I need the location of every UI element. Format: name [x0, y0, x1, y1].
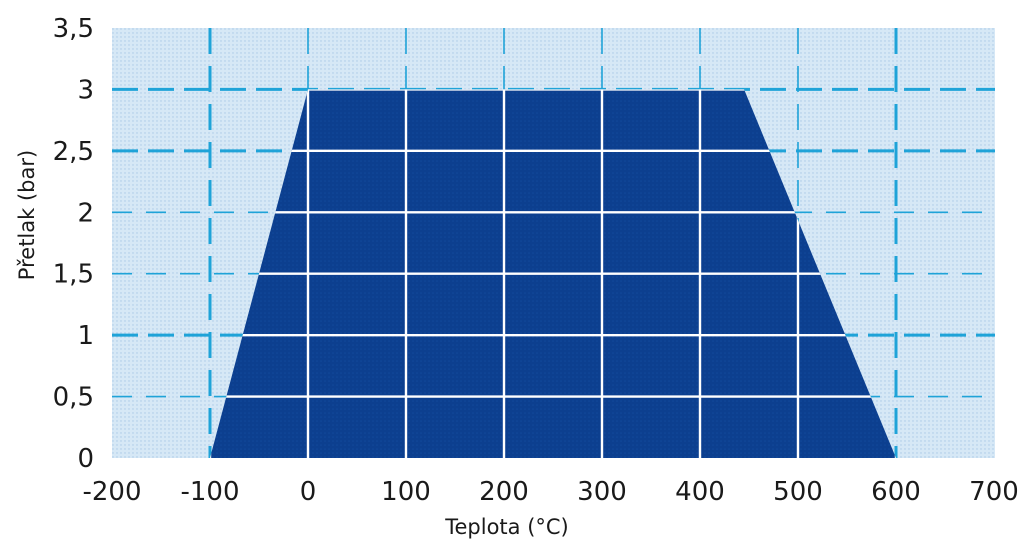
- x-tick-label: 400: [675, 477, 725, 507]
- y-tick-label: 1: [77, 321, 94, 351]
- y-tick-label: 2: [77, 198, 94, 228]
- y-tick-label: 2,5: [53, 137, 94, 167]
- x-tick-label: -200: [82, 477, 141, 507]
- y-tick-label: 0: [77, 444, 94, 474]
- y-tick-label: 0,5: [53, 383, 94, 413]
- x-tick-label: 600: [871, 477, 921, 507]
- x-tick-label: 0: [300, 477, 317, 507]
- x-axis-ticks: -200 -100 0 100 200 300 400 500 600 700: [82, 477, 1018, 507]
- x-tick-label: 700: [969, 477, 1019, 507]
- y-tick-label: 1,5: [53, 260, 94, 290]
- x-tick-label: 100: [381, 477, 431, 507]
- y-axis-ticks: 0 0,5 1 1,5 2 2,5 3 3,5: [53, 14, 94, 474]
- y-tick-label: 3: [77, 75, 94, 105]
- x-tick-label: 200: [479, 477, 529, 507]
- x-tick-label: -100: [180, 477, 239, 507]
- x-tick-label: 500: [773, 477, 823, 507]
- x-tick-label: 300: [577, 477, 627, 507]
- y-tick-label: 3,5: [53, 14, 94, 44]
- x-axis-title: Teplota (°C): [444, 515, 569, 539]
- y-axis-title: Přetlak (bar): [15, 150, 39, 280]
